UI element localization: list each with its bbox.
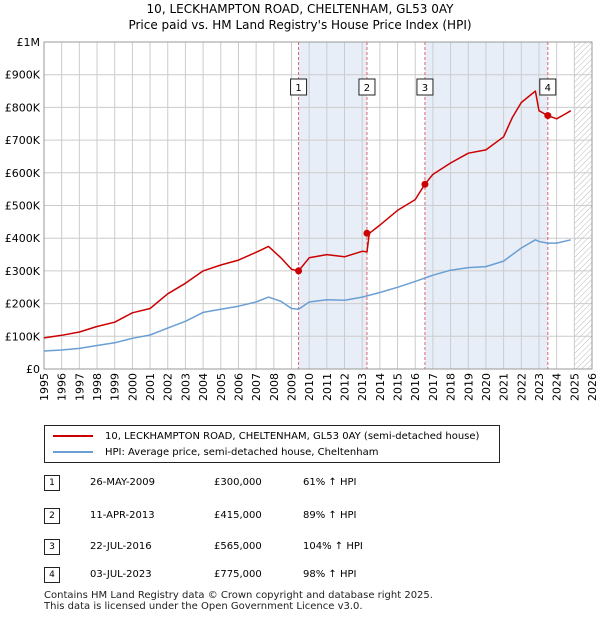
x-tick-label: 2018 xyxy=(445,373,458,401)
y-tick-label: £700K xyxy=(5,134,41,147)
x-tick-label: 2024 xyxy=(551,373,564,401)
x-tick-label: 2025 xyxy=(568,373,581,401)
sale-price: £775,000 xyxy=(214,569,262,580)
sale-number-label: 3 xyxy=(422,83,428,94)
x-tick-label: 2020 xyxy=(480,373,493,401)
x-tick-label: 1997 xyxy=(73,373,86,401)
sale-number-label: 2 xyxy=(364,83,370,94)
sale-date: 22-JUL-2016 xyxy=(90,541,152,552)
x-tick-label: 2004 xyxy=(197,373,210,401)
sale-number-badge: 4 xyxy=(44,567,60,583)
chart-title: 10, LECKHAMPTON ROAD, CHELTENHAM, GL53 0… xyxy=(146,2,454,16)
legend-swatch-property xyxy=(53,435,93,437)
price-chart: £0 £100K £200K £300K £400K £500K £600K £700K £80… xyxy=(5,36,599,401)
sale-number-box xyxy=(358,78,376,96)
footer-licence: This data is licensed under the Open Gov… xyxy=(44,601,363,612)
x-tick-label: 2009 xyxy=(285,373,298,401)
y-tick-label: £300K xyxy=(5,265,41,278)
sale-price: £565,000 xyxy=(214,541,262,552)
x-tick-label: 2000 xyxy=(126,373,139,401)
legend-label-property: 10, LECKHAMPTON ROAD, CHELTENHAM, GL53 0… xyxy=(105,430,480,442)
y-tick-label: £0 xyxy=(26,363,40,376)
table-row: 3 22-JUL-2016 £565,000 104% ↑ HPI xyxy=(44,539,464,557)
legend-label-hpi: HPI: Average price, semi-detached house,… xyxy=(105,446,379,458)
sale-number-badge: 2 xyxy=(44,508,60,524)
x-tick-label: 2013 xyxy=(356,373,369,401)
x-tick-label: 2023 xyxy=(533,373,546,401)
y-tick-label: £400K xyxy=(5,232,41,245)
x-tick-label: 2014 xyxy=(374,373,387,401)
sale-date: 03-JUL-2023 xyxy=(90,569,152,580)
y-tick-label: £100K xyxy=(5,330,41,343)
sale-number-box xyxy=(539,78,557,96)
sale-hpi-change: 98% ↑ HPI xyxy=(303,569,357,580)
sale-date: 26-MAY-2009 xyxy=(90,477,156,488)
sale-number-badge: 1 xyxy=(44,475,60,491)
table-row: 1 26-MAY-2009 £300,000 61% ↑ HPI xyxy=(44,475,464,493)
sale-hpi-change: 61% ↑ HPI xyxy=(303,477,357,488)
sale-price: £300,000 xyxy=(214,477,262,488)
sale-hpi-change: 104% ↑ HPI xyxy=(303,541,363,552)
y-tick-label: £200K xyxy=(5,298,41,311)
sale-price: £415,000 xyxy=(214,510,262,521)
sale-number-box xyxy=(290,78,308,96)
y-tick-label: £1M xyxy=(17,36,41,49)
x-tick-label: 2016 xyxy=(409,373,422,401)
sale-point xyxy=(421,180,429,188)
property-price-line xyxy=(43,90,572,339)
sale-point xyxy=(295,267,303,275)
x-tick-label: 2015 xyxy=(392,373,405,401)
y-tick-label: £900K xyxy=(5,69,41,82)
x-tick-label: 2012 xyxy=(339,373,352,401)
y-tick-label: £500K xyxy=(5,200,41,213)
sale-number-label: 4 xyxy=(545,83,551,94)
x-tick-label: 2001 xyxy=(144,373,157,401)
x-tick-label: 2017 xyxy=(427,373,440,401)
hpi-line xyxy=(43,239,571,352)
sale-number-badge: 3 xyxy=(44,539,60,555)
y-tick-label: £600K xyxy=(5,167,41,180)
x-tick-label: 2022 xyxy=(515,373,528,401)
table-row: 4 03-JUL-2023 £775,000 98% ↑ HPI xyxy=(44,567,464,585)
footer: Contains HM Land Registry data © Crown c… xyxy=(44,590,433,612)
legend: 10, LECKHAMPTON ROAD, CHELTENHAM, GL53 0… xyxy=(44,425,500,463)
sale-point xyxy=(544,112,552,120)
legend-swatch-hpi xyxy=(53,451,93,453)
plot-frame xyxy=(43,41,593,370)
x-tick-label: 2021 xyxy=(498,373,511,401)
sale-number-box xyxy=(416,78,434,96)
x-tick-label: 2011 xyxy=(321,373,334,401)
legend-item-property: 10, LECKHAMPTON ROAD, CHELTENHAM, GL53 0… xyxy=(53,429,479,443)
sale-point xyxy=(363,229,371,237)
x-tick-label: 2005 xyxy=(215,373,228,401)
table-row: 2 11-APR-2013 £415,000 89% ↑ HPI xyxy=(44,508,464,526)
legend-item-hpi: HPI: Average price, semi-detached house,… xyxy=(53,445,378,459)
x-tick-label: 2019 xyxy=(462,373,475,401)
x-tick-label: 2002 xyxy=(162,373,175,401)
sale-number-label: 1 xyxy=(295,83,301,94)
sale-hpi-change: 89% ↑ HPI xyxy=(303,510,357,521)
x-tick-label: 2006 xyxy=(232,373,245,401)
sale-date: 11-APR-2013 xyxy=(90,510,155,521)
x-tick-label: 1996 xyxy=(56,373,69,401)
x-tick-label: 1995 xyxy=(38,373,51,401)
x-tick-label: 2008 xyxy=(268,373,281,401)
x-tick-label: 2010 xyxy=(303,373,316,401)
footer-copyright: Contains HM Land Registry data © Crown c… xyxy=(44,590,433,601)
x-tick-label: 2007 xyxy=(250,373,263,401)
x-tick-label: 1999 xyxy=(109,373,122,401)
y-tick-label: £800K xyxy=(5,101,41,114)
x-tick-label: 2003 xyxy=(179,373,192,401)
x-tick-label: 2026 xyxy=(586,373,599,401)
x-tick-label: 1998 xyxy=(91,373,104,401)
chart-subtitle: Price paid vs. HM Land Registry's House … xyxy=(128,18,472,32)
